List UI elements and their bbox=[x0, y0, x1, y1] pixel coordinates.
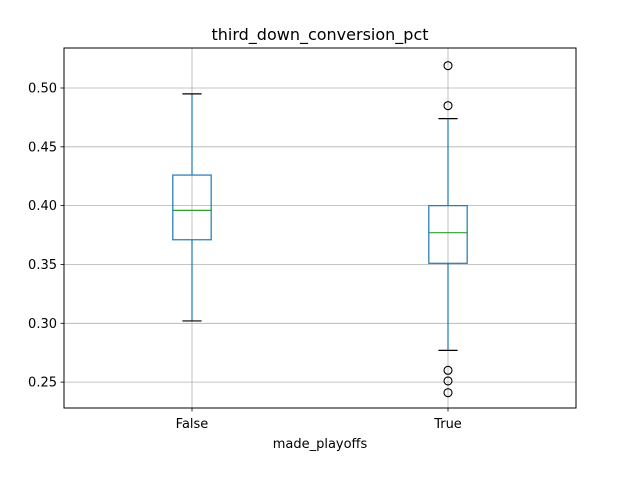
y-tick-label: 0.25 bbox=[28, 376, 57, 391]
outlier-point bbox=[443, 388, 453, 398]
iqr-box bbox=[428, 205, 468, 264]
grid-lines bbox=[64, 48, 576, 408]
chart-title: third_down_conversion_pct bbox=[211, 25, 428, 45]
outlier-point bbox=[443, 61, 453, 71]
boxes bbox=[172, 61, 468, 398]
iqr-box bbox=[172, 174, 212, 241]
y-tick-label: 0.45 bbox=[28, 140, 57, 155]
x-axis-label: made_playoffs bbox=[273, 437, 368, 452]
box-false bbox=[172, 93, 212, 322]
outlier-point bbox=[443, 376, 453, 386]
y-tick-label: 0.40 bbox=[28, 199, 57, 214]
outlier-point bbox=[443, 365, 453, 375]
y-axis-ticks: 0.25 0.30 0.35 0.40 0.45 0.50 bbox=[28, 82, 64, 391]
y-tick-label: 0.35 bbox=[28, 258, 57, 273]
outlier-point bbox=[443, 101, 453, 111]
x-tick-label: False bbox=[176, 417, 209, 432]
x-axis-ticks: False True bbox=[176, 408, 462, 432]
box-true bbox=[428, 61, 468, 398]
y-tick-label: 0.30 bbox=[28, 317, 57, 332]
plot-frame bbox=[63, 47, 577, 409]
x-tick-label: True bbox=[433, 417, 462, 432]
y-tick-label: 0.50 bbox=[28, 82, 57, 97]
